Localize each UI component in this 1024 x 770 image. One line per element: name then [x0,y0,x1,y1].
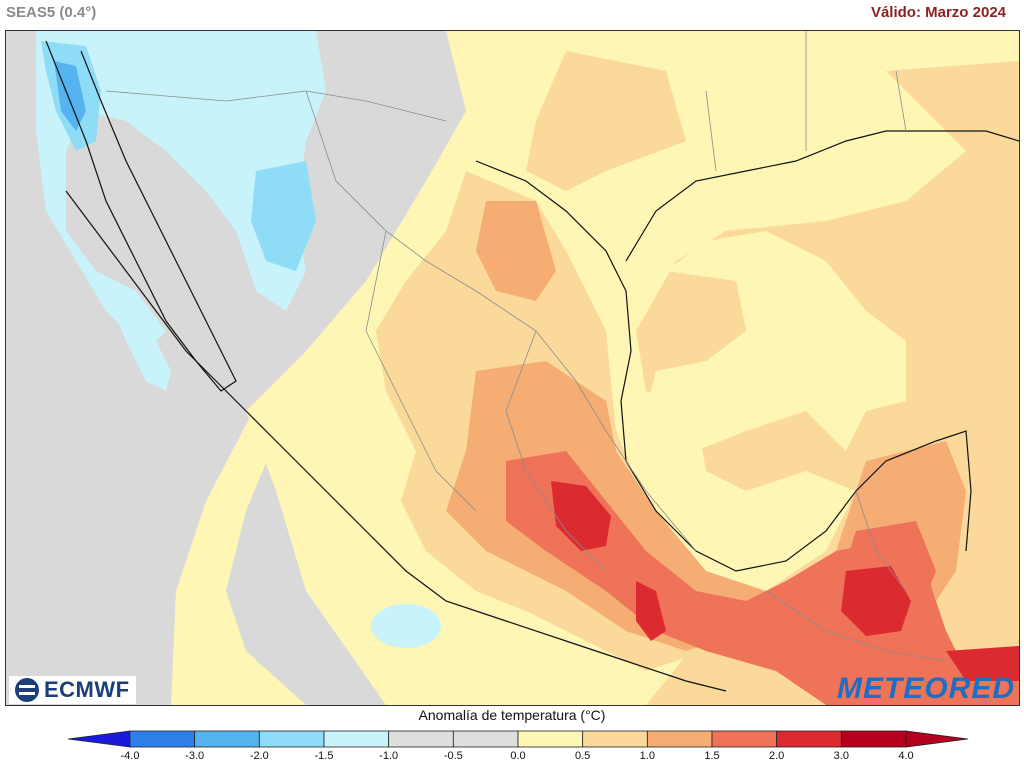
colorbar-segment [776,730,842,748]
colorbar-segment [258,730,325,748]
ecmwf-logo: ECMWF [9,676,136,704]
state-borders [105,31,947,662]
colorbar-segment [711,730,778,748]
anomaly-0.5-pacific [171,396,306,705]
colorbar-tick-label: -0.5 [443,750,463,762]
header: SEAS5 (0.4°) Válido: Marzo 2024 [0,0,1024,30]
colorbar-tick-label: -1.5 [314,750,334,762]
colorbar-ticks: -4.0 -3.0 -2.0 -1.5 -1.0 -0.5 0.0 0.5 1.0 1.5 2.0 3… [0,750,1024,766]
colorbar-arrow-low [68,730,131,748]
colorbar-tick-label: -2.0 [249,750,269,762]
colorbar-tick-label: 0.0 [510,750,526,762]
anomaly-neg-1.5-baja [54,61,86,131]
coastline-us-gulf [625,130,1019,262]
ecmwf-icon [15,678,39,702]
colorbar-segment [129,730,196,748]
colorbar-tick-label: -1.0 [379,750,399,762]
colorbar-arrow-high [905,730,968,748]
ecmwf-text: ECMWF [44,677,130,702]
colorbar-segment [388,730,454,748]
colorbar-segment [840,730,907,748]
meteored-logo: METEORED [836,672,1015,705]
colorbar [68,730,968,748]
model-label: SEAS5 (0.4°) [6,4,97,21]
valid-date: Válido: Marzo 2024 [870,4,1006,21]
anomaly-3.0-bajio [551,481,611,551]
colorbar-tick-label: 2.0 [769,750,785,762]
coastline-baja [45,40,237,392]
colorbar-tick-label: 4.0 [898,750,914,762]
anomaly-neg-0.5-patch [371,604,441,648]
anomaly-3.0-south [946,646,1019,681]
anomaly-neg-0.5-pacific [106,291,171,391]
colorbar-tick-label: 1.0 [639,750,655,762]
colorbar-tick-label: -3.0 [185,750,205,762]
colorbar-segment [582,730,648,748]
colorbar-tick-label: -4.0 [120,750,140,762]
anomaly-3.0-guerrero [636,581,666,641]
anomaly-neg-0.5-nw [36,31,326,351]
anomaly-0.5-gulf [646,231,906,451]
anomaly-1.0-region [526,51,686,191]
anomaly-neg-1.0-sonora [251,161,316,271]
colorbar-segment [517,730,584,748]
colorbar-tick-label: 3.0 [833,750,849,762]
colorbar-tick-label: 1.5 [704,750,720,762]
anomaly-map: ECMWF METEORED [5,30,1020,706]
coastline-mexico [65,190,727,692]
anomaly-1.5-north [476,201,556,301]
map-svg [6,31,1019,705]
colorbar-segment [323,730,390,748]
colorbar-title: Anomalía de temperatura (°C) [418,707,606,723]
colorbar-segment [646,730,713,748]
anomaly-3.0-chiapas [841,566,911,636]
colorbar-segment [452,730,519,748]
colorbar-tick-label: 0.5 [575,750,591,762]
colorbar-segment [194,730,260,748]
